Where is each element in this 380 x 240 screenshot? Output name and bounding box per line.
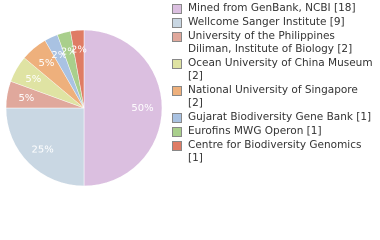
slice-label: 2% (71, 45, 87, 56)
legend-swatch (172, 32, 182, 42)
legend: Mined from GenBank, NCBI [18] Wellcome Sa… (172, 2, 377, 166)
legend-item: Eurofins MWG Operon [1] (172, 125, 377, 138)
legend-swatch (172, 4, 182, 14)
legend-label: National University of Singapore [2] (188, 84, 358, 109)
legend-item: Ocean University of China Museum [2] (172, 57, 377, 83)
legend-swatch (172, 127, 182, 137)
legend-item: Wellcome Sanger Institute [9] (172, 16, 377, 29)
slice-label: 50% (131, 103, 153, 114)
legend-swatch (172, 86, 182, 96)
legend-swatch (172, 18, 182, 28)
slice-label: 2% (61, 46, 77, 57)
legend-label: Gujarat Biodiversity Gene Bank [1] (188, 111, 372, 123)
slice-label: 25% (32, 144, 54, 155)
legend-label: Centre for Biodiversity Genomics [1] (188, 139, 362, 164)
legend-label: University of the Philippines Diliman, I… (188, 30, 353, 55)
legend-label: Ocean University of China Museum [2] (188, 57, 373, 82)
slice-label: 5% (38, 58, 54, 69)
legend-item: Gujarat Biodiversity Gene Bank [1] (172, 111, 377, 124)
pie-slice (83, 29, 163, 187)
legend-item: Centre for Biodiversity Genomics [1] (172, 139, 377, 165)
slice-label: 5% (18, 93, 34, 104)
legend-swatch (172, 113, 182, 123)
legend-item: University of the Philippines Diliman, I… (172, 30, 377, 56)
slice-label: 5% (25, 74, 41, 85)
legend-label: Eurofins MWG Operon [1] (188, 125, 322, 137)
legend-item: National University of Singapore [2] (172, 84, 377, 110)
legend-label: Mined from GenBank, NCBI [18] (188, 2, 356, 14)
slice-label: 2% (51, 50, 67, 61)
legend-swatch (172, 59, 182, 69)
pie-slice (70, 29, 85, 109)
legend-label: Wellcome Sanger Institute [9] (188, 16, 345, 28)
legend-swatch (172, 141, 182, 151)
legend-item: Mined from GenBank, NCBI [18] (172, 2, 377, 15)
pie-chart: 50%25%5%5%5%2%2%2% (5, 29, 163, 187)
pie-slice (5, 107, 85, 187)
